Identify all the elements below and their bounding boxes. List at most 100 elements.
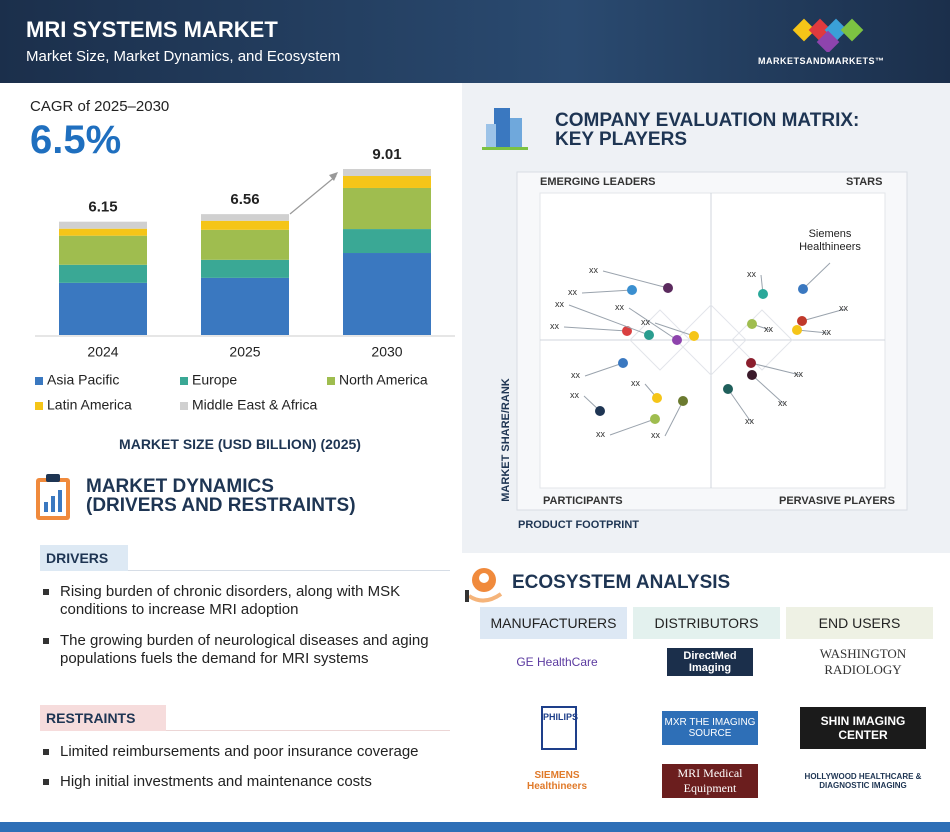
company-label: xx — [822, 327, 831, 337]
company-dot — [746, 358, 756, 368]
legend-label: Europe — [192, 372, 237, 388]
company-dot — [723, 384, 733, 394]
company-label: xx — [631, 378, 640, 388]
bar-segment — [201, 214, 289, 221]
leader-line — [628, 307, 678, 341]
legend-swatch — [180, 377, 188, 385]
quadrant-label: STARS — [846, 176, 883, 188]
leader-line — [568, 304, 650, 336]
matrix-title: COMPANY EVALUATION MATRIX: — [555, 110, 860, 131]
company-logo: GE HealthCare — [516, 655, 598, 669]
driver-line: The growing burden of neurological disea… — [60, 632, 429, 649]
company-label: xx — [615, 302, 624, 312]
dynamics-title: MARKET DYNAMICS — [86, 476, 274, 497]
company-label: xx — [550, 321, 559, 331]
bar-segment — [201, 259, 289, 278]
bar-segment — [201, 229, 289, 260]
bar-segment — [201, 277, 289, 335]
restraints-heading: RESTRAINTS — [40, 705, 166, 731]
chart-caption: MARKET SIZE (USD BILLION) (2025) — [119, 436, 361, 452]
total-label: 6.15 — [88, 199, 117, 216]
company-label: xx — [747, 269, 756, 279]
company-dot — [747, 370, 757, 380]
legend-label: North America — [339, 372, 428, 388]
driver-line: Rising burden of chronic disorders, alon… — [60, 583, 401, 600]
bar-segment — [59, 235, 147, 265]
company-logo: PHILIPS — [541, 706, 578, 750]
bullet — [43, 638, 49, 644]
leader-line — [609, 418, 656, 436]
matrix-title: KEY PLAYERS — [555, 129, 687, 150]
company-dot — [689, 331, 699, 341]
company-logo: MRI Medical Equipment — [662, 764, 758, 798]
bar-segment — [343, 169, 431, 177]
total-label: 9.01 — [372, 146, 401, 163]
company-dot — [622, 326, 632, 336]
leader-line — [581, 289, 633, 294]
company-dot — [652, 393, 662, 403]
company-logo: DirectMed Imaging — [667, 648, 753, 676]
restraint-line: High initial investments and maintenance… — [60, 773, 372, 790]
market-size-chart: 6.15 2024 6.56 2025 9.01 2030 Asia Pacific Euro… — [35, 146, 455, 413]
cagr-label: CAGR of 2025–2030 — [30, 98, 170, 115]
header-subtitle: Market Size, Market Dynamics, and Ecosys… — [26, 48, 341, 65]
company-logo: MXR THE IMAGING SOURCE — [662, 711, 758, 745]
cagr-value: 6.5% — [30, 118, 122, 162]
company-dot — [650, 414, 660, 424]
footer-bar — [0, 822, 950, 832]
dynamics-icon — [36, 474, 70, 520]
column-header: END USERS — [786, 607, 933, 639]
bar-segment — [343, 187, 431, 230]
company-dot — [797, 316, 807, 326]
leader-line — [750, 362, 801, 376]
dynamics-title: (DRIVERS AND RESTRAINTS) — [86, 495, 356, 516]
company-dot — [758, 289, 768, 299]
restraint-line: Limited reimbursements and poor insuranc… — [60, 743, 419, 760]
company-label: xx — [651, 430, 660, 440]
company-dot — [627, 285, 637, 295]
company-logo: SHIN IMAGING CENTER — [800, 707, 926, 749]
company-label: xx — [745, 416, 754, 426]
bullet — [43, 589, 49, 595]
x-tick-label: 2030 — [371, 344, 402, 360]
bar-segment — [343, 176, 431, 188]
company-label: xx — [571, 370, 580, 380]
bar-segment — [59, 264, 147, 283]
guide-diamond — [629, 304, 793, 376]
company-logo: WASHINGTON RADIOLOGY — [819, 646, 907, 677]
ecosystem-title: ECOSYSTEM ANALYSIS — [512, 572, 731, 593]
column-header: DISTRIBUTORS — [633, 607, 780, 639]
ecosystem-icon — [465, 568, 503, 603]
leader-line — [664, 400, 684, 437]
drivers-heading: DRIVERS — [40, 545, 128, 571]
matrix-icon — [482, 108, 528, 150]
y-axis-label: MARKET SHARE/RANK — [500, 378, 512, 502]
bar-segment — [343, 253, 431, 335]
legend-swatch — [35, 402, 43, 410]
quadrant-label: PERVASIVE PLAYERS — [779, 495, 895, 507]
company-label: Siemens Healthineers — [799, 228, 861, 253]
legend-swatch — [327, 377, 335, 385]
x-tick-label: 2024 — [87, 344, 118, 360]
company-logo: SIEMENS Healthineers — [526, 770, 588, 792]
company-dot — [747, 319, 757, 329]
column-header: MANUFACTURERS — [480, 607, 627, 639]
leader-line — [563, 326, 628, 332]
company-label: xx — [589, 265, 598, 275]
legend-swatch — [35, 377, 43, 385]
company-label: xx — [596, 429, 605, 439]
brand-mark — [792, 18, 864, 52]
company-label: xx — [839, 303, 848, 313]
leader-line — [654, 322, 695, 337]
company-label: xx — [570, 390, 579, 400]
brand-name: MARKETSANDMARKETS™ — [758, 56, 885, 66]
legend-label: Middle East & Africa — [192, 397, 317, 413]
bar-segment — [343, 229, 431, 254]
company-dot — [663, 283, 673, 293]
company-label: xx — [764, 324, 773, 334]
x-tick-label: 2025 — [229, 344, 260, 360]
driver-line: populations fuels the demand for MRI sys… — [60, 650, 369, 667]
total-label: 6.56 — [230, 191, 259, 208]
company-label: xx — [568, 287, 577, 297]
leader-line — [727, 388, 752, 423]
